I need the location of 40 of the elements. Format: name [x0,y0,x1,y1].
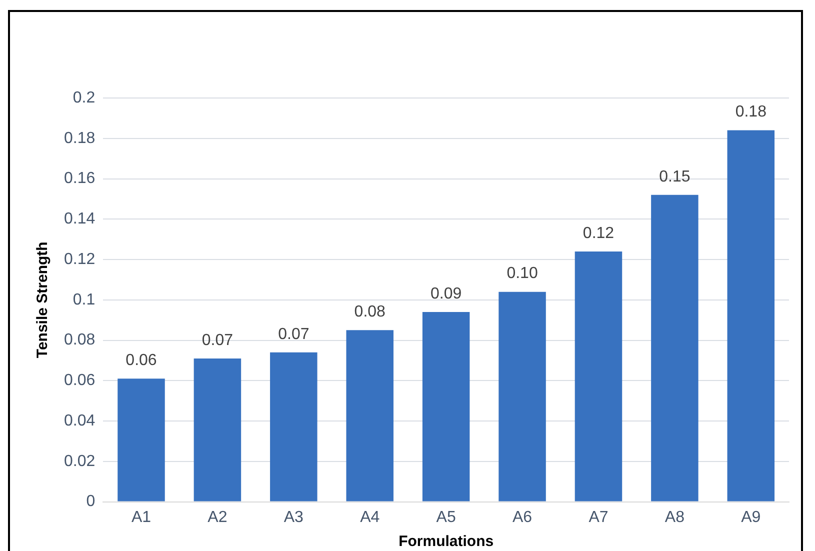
x-tick-label: A9 [741,508,761,526]
data-label: 0.15 [659,168,690,186]
data-label: 0.10 [506,265,538,282]
x-tick-label: A8 [664,508,685,526]
data-label: 0.07 [278,326,310,343]
y-tick-label: 0.06 [64,372,96,390]
data-label: 0.12 [582,224,614,242]
bar [118,378,165,502]
bar [727,130,775,502]
y-tick-label: 0 [86,493,96,510]
bar [498,292,546,502]
x-tick-label: A3 [284,508,304,526]
y-tick-label: 0.14 [64,210,96,228]
x-tick-label: A7 [588,508,608,526]
y-tick-label: 0.1 [72,291,96,308]
y-tick-label: 0.12 [64,250,96,268]
bar [346,330,394,502]
bar [651,194,698,502]
data-label: 0.07 [202,332,234,349]
data-label: 0.08 [354,304,386,321]
data-label: 0.18 [735,104,767,121]
x-tick-label: A5 [436,508,456,526]
data-label: 0.09 [430,285,462,302]
bar [574,251,622,502]
y-tick-label: 0.08 [64,332,96,349]
x-tick-label: A1 [131,508,152,526]
bar [422,312,470,502]
x-axis-title: Formulations [398,533,494,550]
y-tick-label: 0.16 [64,170,96,188]
bar [270,352,318,502]
x-tick-label: A4 [360,508,380,526]
x-tick-label: A2 [208,508,228,526]
y-tick-label: 0.02 [64,452,96,470]
y-axis-title: Tensile Strength [34,242,52,358]
data-label: 0.06 [126,352,157,370]
bar [194,358,242,502]
y-tick-label: 0.18 [64,130,96,147]
y-tick-label: 0.2 [72,89,96,106]
x-tick-label: A6 [512,508,532,526]
y-tick-label: 0.04 [64,412,96,430]
